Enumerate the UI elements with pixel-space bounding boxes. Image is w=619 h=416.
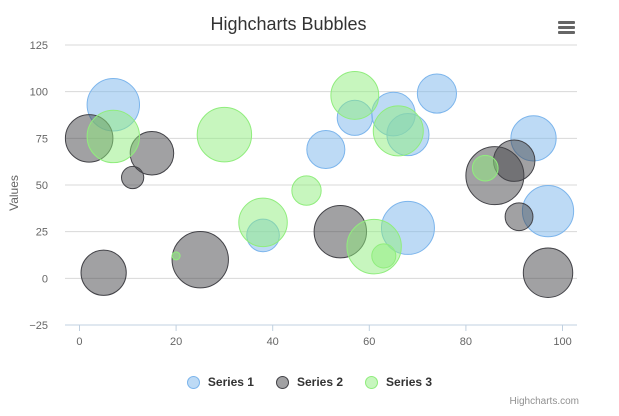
y-tick-label: 0 — [42, 273, 48, 285]
x-tick-label: 100 — [553, 336, 571, 348]
bubble-point[interactable] — [306, 130, 346, 170]
bubble-point[interactable] — [493, 139, 536, 182]
legend-label: Series 1 — [207, 375, 254, 389]
bubble-point[interactable] — [171, 251, 181, 261]
legend-swatch — [186, 375, 200, 389]
bubble-point[interactable] — [504, 202, 534, 232]
menu-bar — [558, 31, 575, 34]
y-tick-label: 100 — [30, 87, 48, 99]
bubble-point[interactable] — [330, 70, 380, 120]
x-tick-label: 60 — [363, 336, 375, 348]
chart-title: Highcharts Bubbles — [210, 14, 367, 34]
bubble-point[interactable] — [371, 243, 397, 269]
legend-label: Series 3 — [386, 375, 433, 389]
bubble-point[interactable] — [121, 165, 145, 190]
bubble-point[interactable] — [291, 175, 322, 206]
bubble-point[interactable] — [171, 230, 229, 289]
menu-bar — [558, 21, 575, 24]
y-tick-label: 125 — [30, 40, 48, 52]
bubble-point[interactable] — [372, 105, 424, 157]
y-tick-label: −25 — [29, 320, 48, 332]
plot-area: −25 0 25 50 75 100 125 0 20 40 60 80 100 Values — [7, 40, 577, 348]
bubble-point[interactable] — [346, 218, 402, 275]
x-tick-label: 20 — [170, 336, 182, 348]
bubbles — [64, 70, 575, 298]
x-tick-label: 0 — [76, 336, 82, 348]
bubble-point[interactable] — [416, 73, 458, 114]
bubble-point[interactable] — [522, 247, 574, 298]
legend-item-series-3[interactable]: Series 3 — [365, 375, 432, 389]
x-tick-label: 80 — [460, 336, 472, 348]
series-3 — [86, 70, 499, 275]
menu-bar — [558, 26, 575, 29]
bubble-point[interactable] — [196, 106, 253, 163]
legend: Series 1 Series 2 Series 3 — [0, 375, 619, 389]
legend-label: Series 2 — [296, 375, 344, 389]
y-tick-label: 75 — [36, 133, 48, 145]
hamburger-menu-icon[interactable] — [553, 17, 579, 39]
bubble-point[interactable] — [238, 197, 288, 248]
x-tick-label: 40 — [267, 336, 279, 348]
legend-swatch — [365, 375, 379, 389]
axes: −25 0 25 50 75 100 125 0 20 40 60 80 100 — [29, 40, 577, 348]
y-tick-label: 25 — [36, 227, 48, 239]
bubble-point[interactable] — [86, 109, 141, 164]
legend-item-series-1[interactable]: Series 1 — [186, 375, 254, 389]
legend-item-series-2[interactable]: Series 2 — [275, 375, 344, 389]
credits-link[interactable]: Highcharts.com — [509, 396, 579, 407]
bubble-point[interactable] — [80, 249, 127, 296]
legend-swatch — [275, 375, 289, 389]
y-tick-label: 50 — [36, 180, 48, 192]
bubble-point[interactable] — [471, 154, 499, 182]
y-axis-title: Values — [7, 175, 21, 211]
